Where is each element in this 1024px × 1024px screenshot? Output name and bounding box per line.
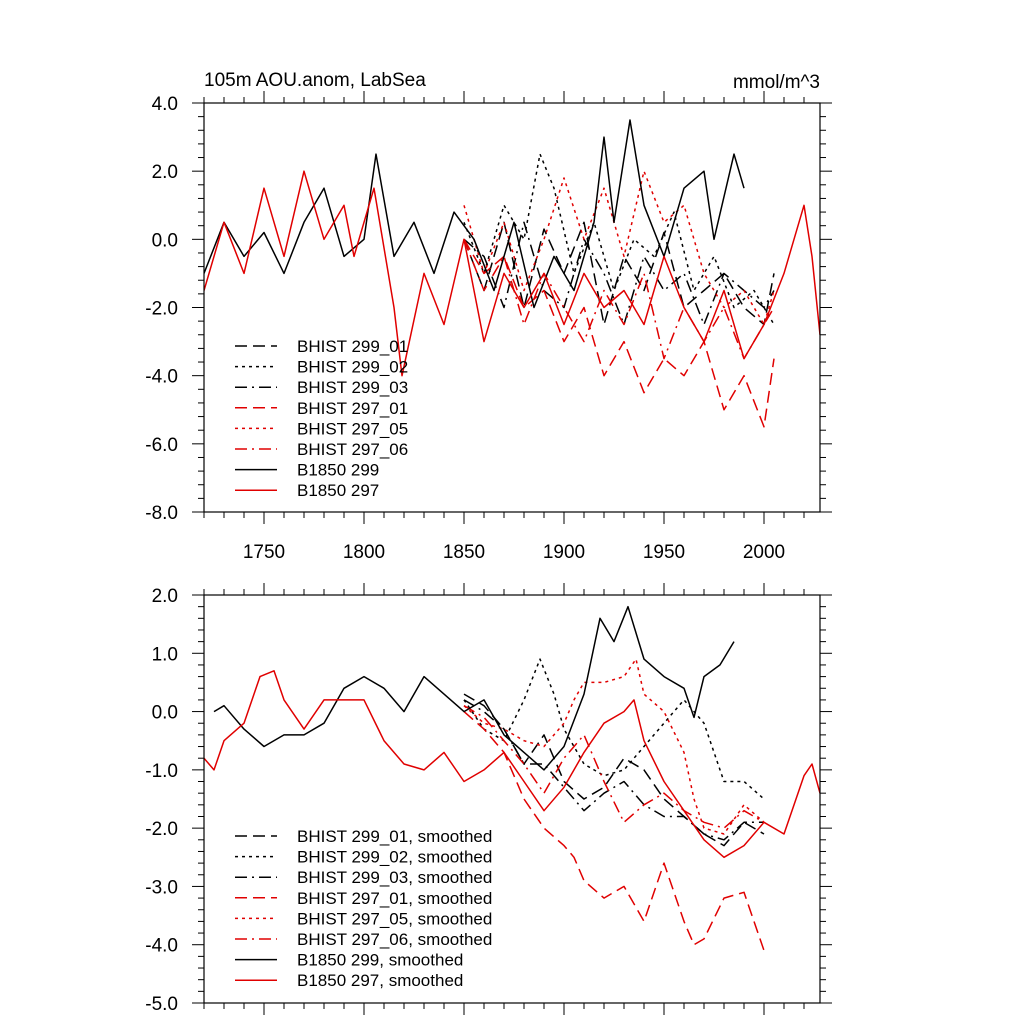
bottom-legend-label: BHIST 299_01, smoothed bbox=[297, 827, 492, 846]
bottom-legend-label: BHIST 297_05, smoothed bbox=[297, 909, 492, 928]
top-legend-label: BHIST 297_06 bbox=[297, 440, 408, 459]
bottom-y-tick-label: -5.0 bbox=[145, 994, 178, 1015]
bottom-y-tick-label: 2.0 bbox=[152, 586, 178, 607]
top-legend-label: BHIST 297_05 bbox=[297, 419, 408, 438]
bottom-ticks bbox=[192, 583, 832, 1015]
bottom-series-line-0 bbox=[463, 693, 765, 847]
bottom-series-line-3 bbox=[463, 711, 765, 951]
top-x-tick-label: 1750 bbox=[243, 542, 285, 563]
bottom-y-tick-label: -3.0 bbox=[145, 877, 178, 898]
top-x-tick-label: 1950 bbox=[643, 542, 685, 563]
bottom-panel: -5.0 -4.0 -3.0 -2.0 -1.0 0.0 1.0 2.0 BHIST 299_0… bbox=[145, 583, 832, 1015]
bottom-series-line-5 bbox=[463, 705, 765, 829]
bottom-series-line-2 bbox=[463, 699, 764, 841]
top-x-tick-label: 2000 bbox=[743, 542, 785, 563]
bottom-legend: BHIST 299_01, smoothed BHIST 299_02, smoo… bbox=[235, 827, 492, 990]
top-legend-label: BHIST 299_02 bbox=[297, 358, 408, 377]
bottom-plot-frame bbox=[203, 594, 821, 1004]
top-series-line-0 bbox=[463, 221, 775, 326]
bottom-y-tick-label: -4.0 bbox=[145, 936, 178, 957]
top-x-tick-label: 1900 bbox=[543, 542, 585, 563]
top-y-tick-label: -2.0 bbox=[145, 299, 178, 320]
top-series-line-7 bbox=[204, 170, 820, 377]
bottom-y-tick-label: 1.0 bbox=[152, 644, 178, 665]
top-series-line-5 bbox=[463, 239, 775, 360]
bottom-series-line-6 bbox=[213, 605, 735, 771]
top-series-group bbox=[204, 119, 820, 428]
bottom-series-line-7 bbox=[204, 670, 820, 859]
top-y-tick-label: -8.0 bbox=[145, 503, 178, 524]
top-y-tick-label: -4.0 bbox=[145, 367, 178, 388]
top-series-line-4 bbox=[463, 170, 775, 326]
top-legend-label: BHIST 299_01 bbox=[297, 337, 408, 356]
top-series-line-1 bbox=[463, 153, 775, 325]
bottom-y-tick-label: 0.0 bbox=[152, 703, 178, 724]
top-panel-units: mmol/m^3 bbox=[733, 72, 820, 93]
bottom-series-line-1 bbox=[463, 658, 765, 800]
bottom-legend-label: BHIST 297_06, smoothed bbox=[297, 930, 492, 949]
top-legend-label: B1850 299 bbox=[297, 461, 379, 480]
top-ticks bbox=[192, 91, 832, 524]
bottom-legend-label: B1850 299, smoothed bbox=[297, 951, 463, 970]
bottom-legend-label: B1850 297, smoothed bbox=[297, 971, 463, 990]
top-panel-title: 105m AOU.anom, LabSea bbox=[204, 70, 426, 91]
top-y-tick-label: -6.0 bbox=[145, 435, 178, 456]
top-y-tick-label: 4.0 bbox=[152, 94, 178, 115]
top-y-tick-label: 0.0 bbox=[152, 230, 178, 251]
top-series-line-3 bbox=[463, 238, 775, 428]
top-x-tick-label: 1850 bbox=[443, 542, 485, 563]
bottom-y-tick-label: -1.0 bbox=[145, 761, 178, 782]
bottom-legend-label: BHIST 297_01, smoothed bbox=[297, 889, 492, 908]
bottom-series-group bbox=[204, 605, 820, 951]
top-legend-label: BHIST 297_01 bbox=[297, 399, 408, 418]
top-x-tick-label: 1800 bbox=[343, 542, 385, 563]
bottom-series-line-4 bbox=[463, 658, 765, 835]
top-legend-label: B1850 297 bbox=[297, 481, 379, 500]
top-legend-label: BHIST 299_03 bbox=[297, 378, 408, 397]
top-y-tick-label: 2.0 bbox=[152, 162, 178, 183]
top-panel: -8.0 -6.0 -4.0 -2.0 0.0 2.0 4.0 1750 1800 1850 190… bbox=[145, 91, 832, 563]
bottom-legend-label: BHIST 299_03, smoothed bbox=[297, 868, 492, 887]
bottom-y-tick-label: -2.0 bbox=[145, 819, 178, 840]
bottom-legend-label: BHIST 299_02, smoothed bbox=[297, 848, 492, 867]
